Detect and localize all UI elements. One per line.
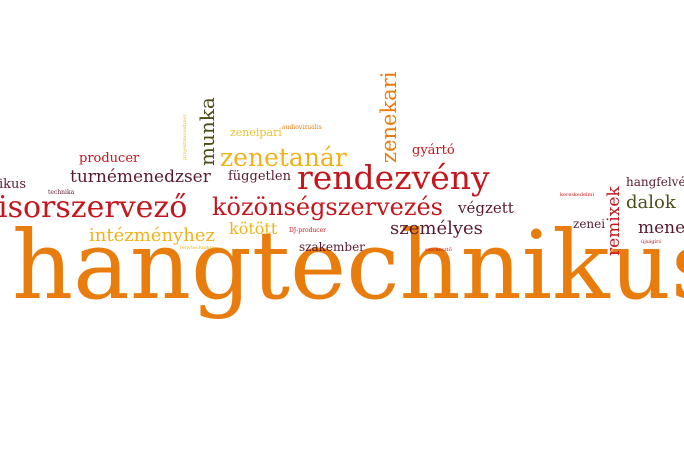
word-audiovizualis: audiovizuális (282, 124, 322, 131)
word-kereskedelmi: kereskedelmi (560, 192, 594, 198)
word-ujsagiro: újságíró (641, 239, 662, 245)
word-zenei: zenei (573, 217, 606, 231)
word-szerkeszto: szerkesztő (425, 247, 452, 253)
word-kozonsegszervezes: közönségszervezés (212, 193, 443, 221)
word-dalok: dalok (626, 192, 676, 213)
word-intezmenyhez: intézményhez (89, 225, 215, 246)
word-szemelyes: személyes (390, 218, 483, 239)
word-technika: technika (48, 189, 75, 196)
word-projektmenedzser: projektmenedzser (182, 114, 188, 160)
word-kotott: kötött (229, 219, 278, 238)
word-fenytechnikus: fénytechnikus (180, 245, 216, 251)
word-mene: mene (638, 218, 684, 238)
word-zenekari: zenekari (377, 71, 401, 163)
word-munka: munka (195, 97, 219, 166)
word-turnemenedzser: turnémenedzser (70, 167, 211, 187)
word-zenetanar: zenetanár (220, 143, 347, 172)
word-dj-producer: DJ-producer (289, 227, 327, 234)
word-szakember: szakember (299, 240, 365, 254)
word-zeneipari: zeneipari (230, 126, 282, 139)
word-ikus: ikus (0, 177, 27, 192)
word-producer: producer (79, 151, 140, 166)
word-fuggetlen: független (228, 169, 291, 184)
word-remixek: remixek (604, 186, 624, 256)
word-hangfelve: hangfelvé (626, 175, 684, 189)
word-rendezveny: rendezvény (297, 158, 490, 197)
word-vegzett: végzett (458, 199, 514, 217)
word-gyarto: gyártó (412, 143, 455, 158)
word-hangtechnikus: hangtechnikus (12, 211, 684, 321)
word-musorszervezo: isorszervező (0, 190, 188, 225)
